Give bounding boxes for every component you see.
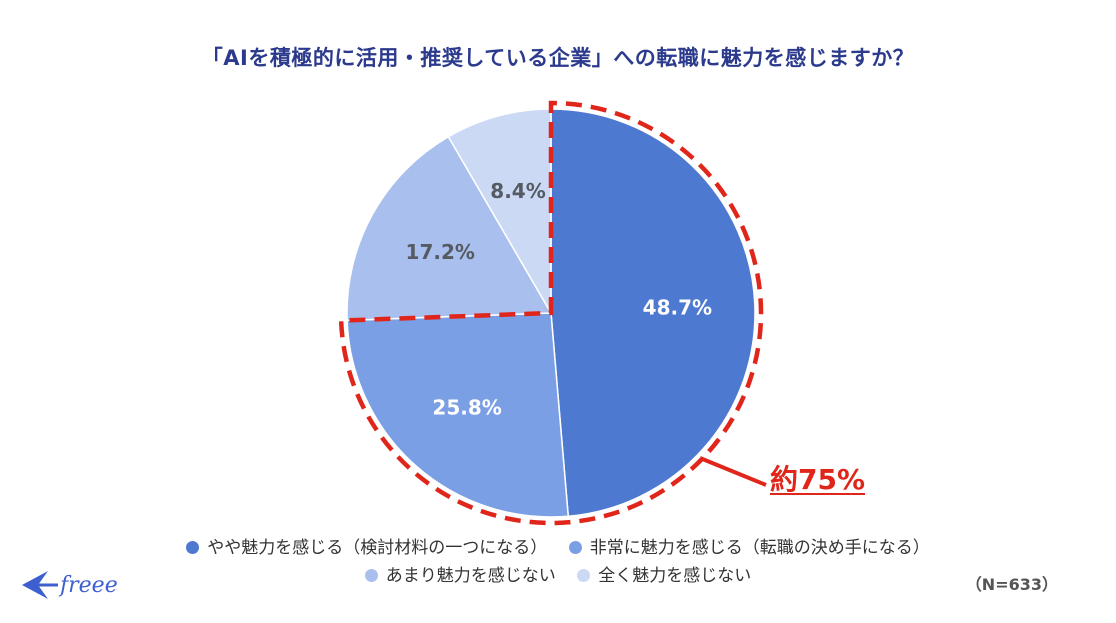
callout-annotation: 約75% [770, 463, 866, 496]
pie-slice [550, 108, 756, 518]
legend-row-2: あまり魅力を感じない 全く魅力を感じない [0, 561, 1116, 586]
chart-title: 「AIを積極的に活用・推奨している企業」への転職に魅力を感じますか？ [201, 46, 915, 70]
legend-dot-icon [364, 569, 378, 582]
legend-item: やや魅力を感じる（検討材料の一つになる） [186, 533, 547, 558]
legend-dot-icon [186, 541, 200, 554]
legend-item: あまり魅力を感じない [364, 561, 556, 586]
legend-dot-icon [568, 541, 582, 554]
svg-text:freee: freee [58, 573, 118, 598]
legend-item: 全く魅力を感じない [577, 561, 751, 586]
legend-item: 非常に魅力を感じる（転職の決め手になる） [568, 533, 930, 558]
sample-size: （N=633） [965, 575, 1058, 594]
pie-slice [346, 312, 570, 518]
freee-logo: freee [18, 565, 138, 609]
slice-value-label: 17.2% [406, 240, 475, 264]
legend-row-1: やや魅力を感じる（検討材料の一つになる） 非常に魅力を感じる（転職の決め手になる… [0, 533, 1116, 558]
bird-icon: freee [22, 571, 118, 599]
slice-value-label: 48.7% [643, 296, 712, 320]
pie-slice [447, 108, 552, 316]
pie-slice [346, 135, 553, 322]
legend-dot-icon [577, 569, 591, 582]
slice-value-label: 25.8% [432, 396, 501, 420]
callout-line [699, 456, 767, 487]
slice-value-label: 8.4% [490, 179, 545, 203]
